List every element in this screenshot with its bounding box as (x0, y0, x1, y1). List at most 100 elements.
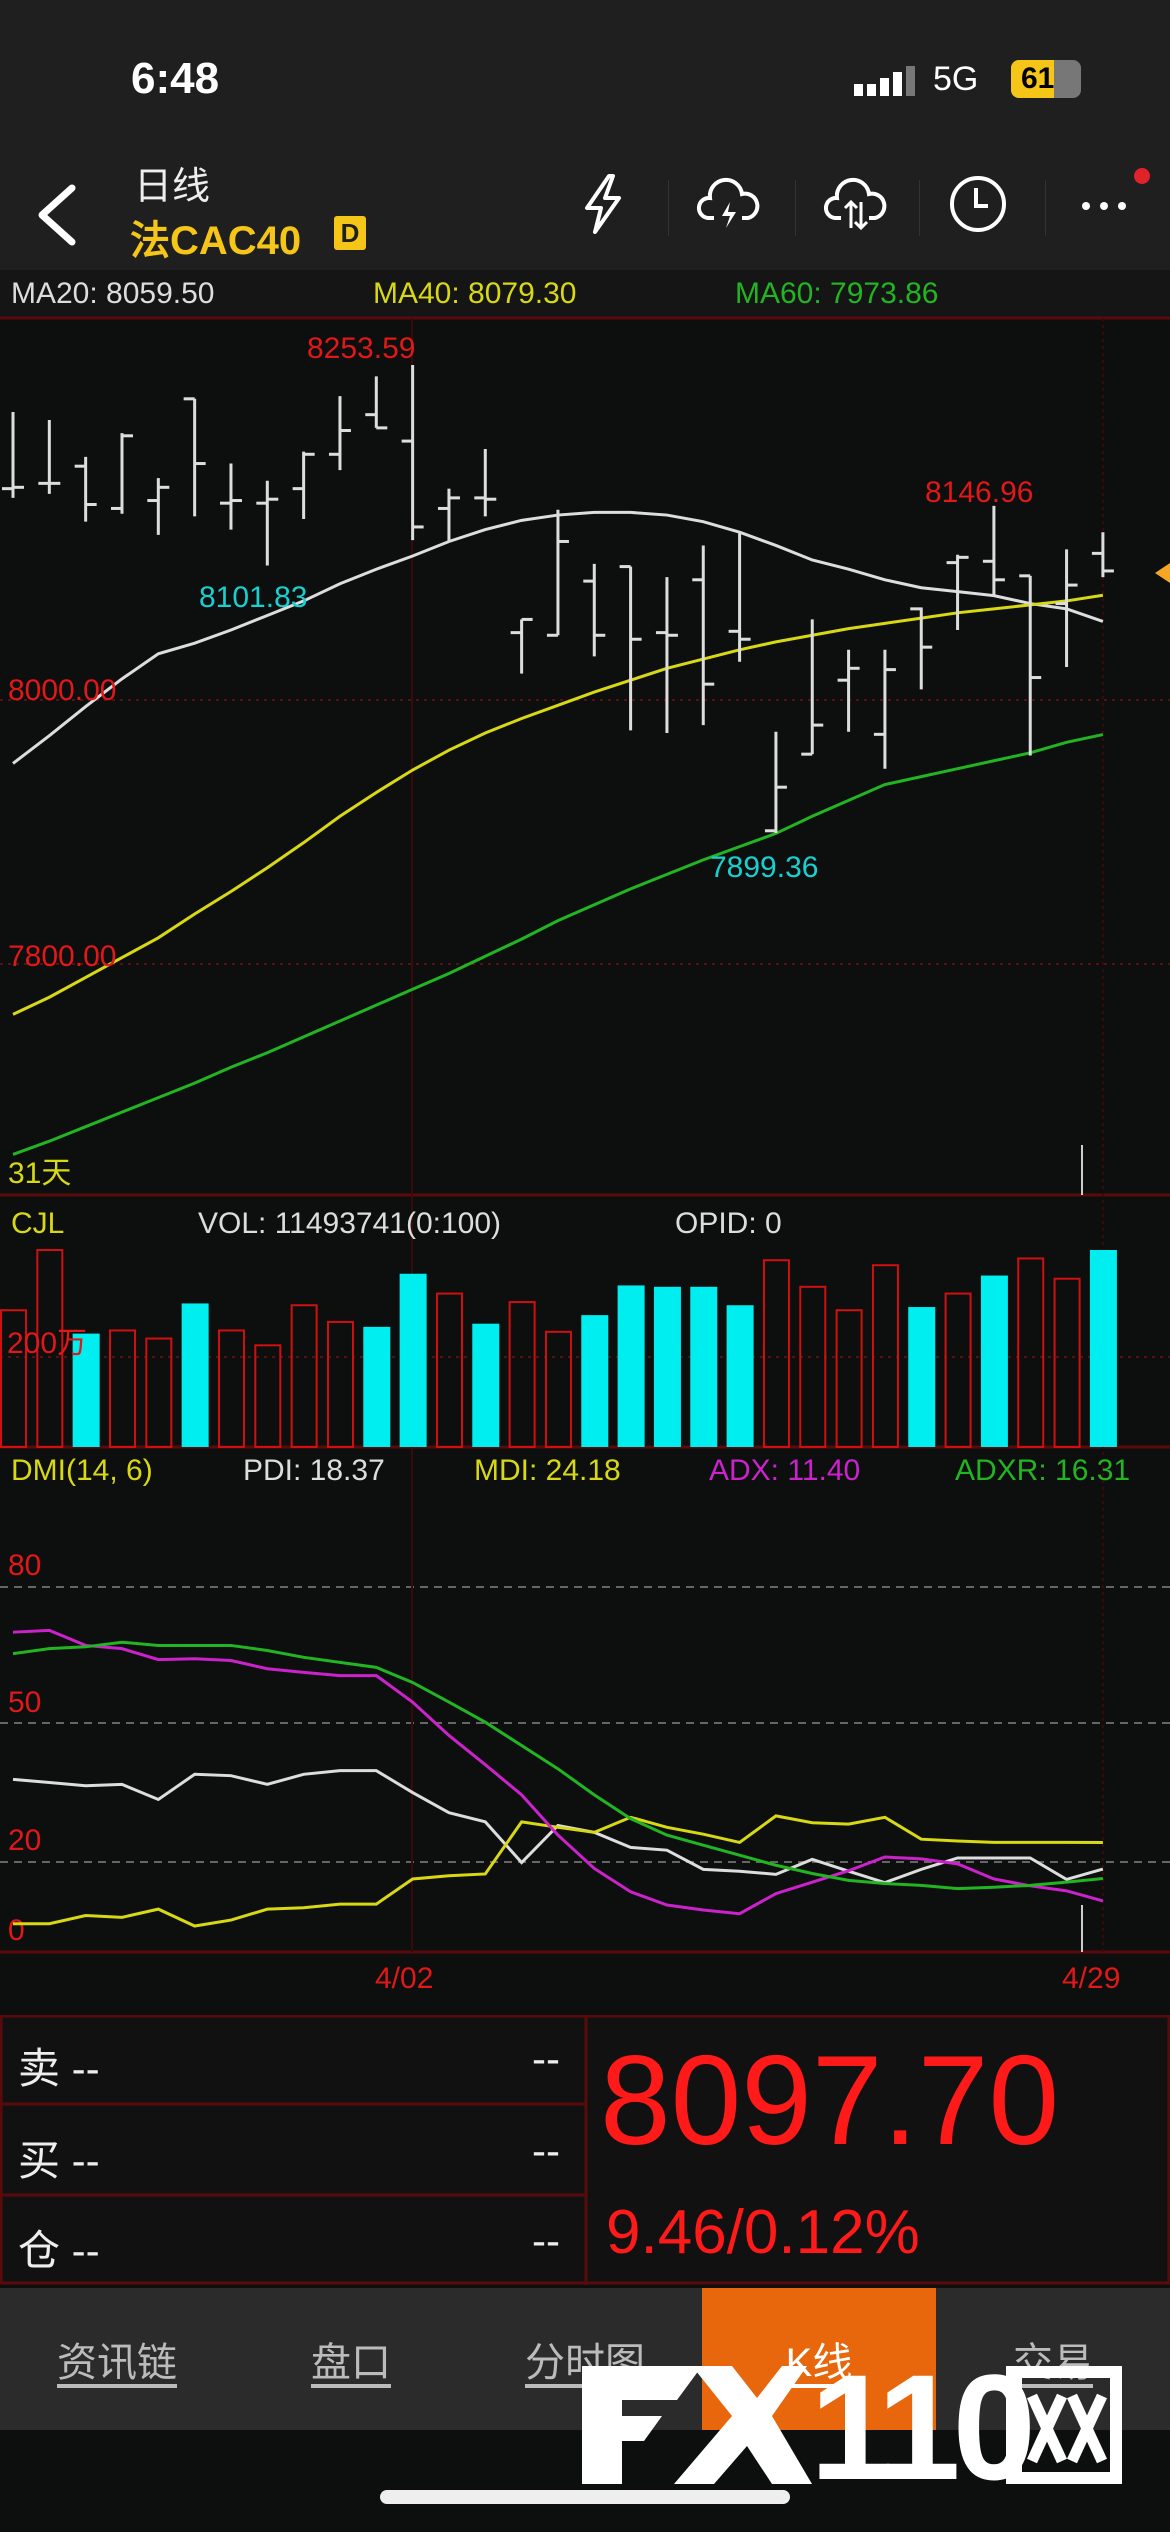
divider (1045, 180, 1046, 236)
ma40-value: MA40: 8079.30 (373, 277, 577, 310)
clock-icon[interactable] (946, 172, 1010, 236)
ma60-line (12, 733, 1104, 1156)
dmi-tick-0: 0 (8, 1914, 25, 1947)
dmi-lines (12, 1628, 1104, 1928)
notification-dot (1134, 168, 1150, 184)
more-icon[interactable] (1072, 172, 1136, 236)
candle (183, 397, 206, 517)
volume-bar-up (290, 1304, 318, 1448)
tab-news[interactable]: 资讯链 (57, 2341, 177, 2385)
y-tick-8000: 8000.00 (8, 674, 116, 707)
volume-y-tick: 200万 (7, 1327, 87, 1360)
volume-bar-down (980, 1275, 1008, 1447)
cloud-lightning-icon[interactable] (696, 172, 760, 236)
pdi-value: PDI: 18.37 (243, 1454, 385, 1487)
candle (801, 619, 824, 756)
candle (437, 488, 460, 542)
candle (655, 577, 678, 734)
quote-grid (0, 2015, 1170, 2285)
candles (2, 365, 1114, 833)
candle (2, 412, 24, 498)
candle (474, 449, 497, 517)
current-price-marker (1155, 563, 1170, 583)
sell-value: -- (532, 2035, 560, 2082)
top-bar (0, 0, 1170, 270)
symbol-name[interactable]: 法CAC40 (130, 219, 302, 263)
volume-bar-down (363, 1326, 391, 1447)
adxr-value: ADXR: 16.31 (955, 1454, 1130, 1487)
volume-bar-up (36, 1249, 64, 1448)
opid-value: OPID: 0 (675, 1207, 782, 1240)
ma40-line (12, 593, 1104, 1016)
tab-orderbook[interactable]: 盘口 (311, 2341, 391, 2385)
buy-value: -- (532, 2127, 560, 2174)
ma20-value: MA20: 8059.50 (11, 277, 215, 310)
candle (219, 463, 242, 530)
candle (946, 554, 969, 630)
sell-label: 卖 -- (18, 2045, 100, 2092)
volume-bar-down (653, 1286, 681, 1447)
volume-bar-up (944, 1292, 972, 1449)
volume-bar-down (399, 1273, 427, 1447)
candle (764, 731, 787, 833)
divider (668, 180, 669, 236)
volume-bars (0, 1249, 1117, 1449)
volume-bar-up (508, 1301, 536, 1448)
candle (1019, 574, 1042, 756)
chart-grid (0, 316, 1170, 1954)
position-value: -- (532, 2217, 560, 2264)
candle (873, 649, 896, 769)
network-label: 5G (933, 60, 979, 98)
home-indicator[interactable] (380, 2490, 790, 2504)
status-time: 6:48 (131, 54, 220, 103)
candle (982, 505, 1005, 596)
candle (256, 480, 279, 566)
volume-bar-down (690, 1286, 718, 1447)
volume-bar-up (762, 1259, 790, 1448)
high-label-right: 8146.96 (925, 476, 1033, 509)
low-label: 7899.36 (710, 851, 818, 884)
candle (110, 433, 133, 514)
candle (837, 649, 860, 732)
divider (919, 180, 920, 236)
volume-bar-up (217, 1329, 245, 1448)
candle (619, 565, 642, 731)
cloud-sync-icon[interactable] (823, 172, 887, 236)
volume-bar-down (908, 1307, 936, 1447)
volume-bar-up (1053, 1277, 1081, 1448)
volume-bar-up (799, 1285, 827, 1449)
volume-label: CJL (11, 1207, 64, 1240)
signal-icon (854, 66, 915, 96)
volume-bar-up (1017, 1257, 1045, 1448)
candle (510, 617, 533, 674)
ma60-value: MA60: 7973.86 (735, 277, 939, 310)
candle (692, 545, 715, 726)
volume-bar-up (108, 1329, 136, 1448)
battery-icon: 61 (1011, 60, 1081, 98)
period-label: 日线 (134, 166, 211, 208)
volume-bar-down (181, 1303, 209, 1447)
volume-bar-down (72, 1333, 100, 1447)
back-button[interactable] (30, 180, 90, 250)
volume-bar-up (544, 1330, 572, 1449)
volume-bar-down (581, 1315, 609, 1447)
candle (292, 451, 315, 520)
candle (728, 533, 751, 662)
candle (365, 376, 388, 430)
position-label: 仓 -- (18, 2227, 100, 2274)
volume-bar-up (254, 1344, 282, 1449)
volume-bar-up (871, 1264, 899, 1448)
lightning-icon[interactable] (571, 172, 635, 236)
volume-bar-down (472, 1323, 500, 1447)
volume-bar-down (617, 1285, 645, 1447)
kline-chart[interactable]: 8000.00 7800.00 8253.59 8101.83 8146.96 … (0, 0, 1170, 2015)
adx-line (12, 1628, 1104, 1916)
candle (1091, 532, 1114, 578)
date-label-end: 4/29 (1062, 1962, 1120, 1995)
dmi-label: DMI(14, 6) (11, 1454, 153, 1487)
candle (401, 365, 424, 541)
y-tick-7800: 7800.00 (8, 940, 116, 973)
adxr-line (12, 1640, 1104, 1891)
battery-level: 61 (1021, 62, 1055, 95)
dmi-tick-80: 80 (8, 1549, 41, 1582)
